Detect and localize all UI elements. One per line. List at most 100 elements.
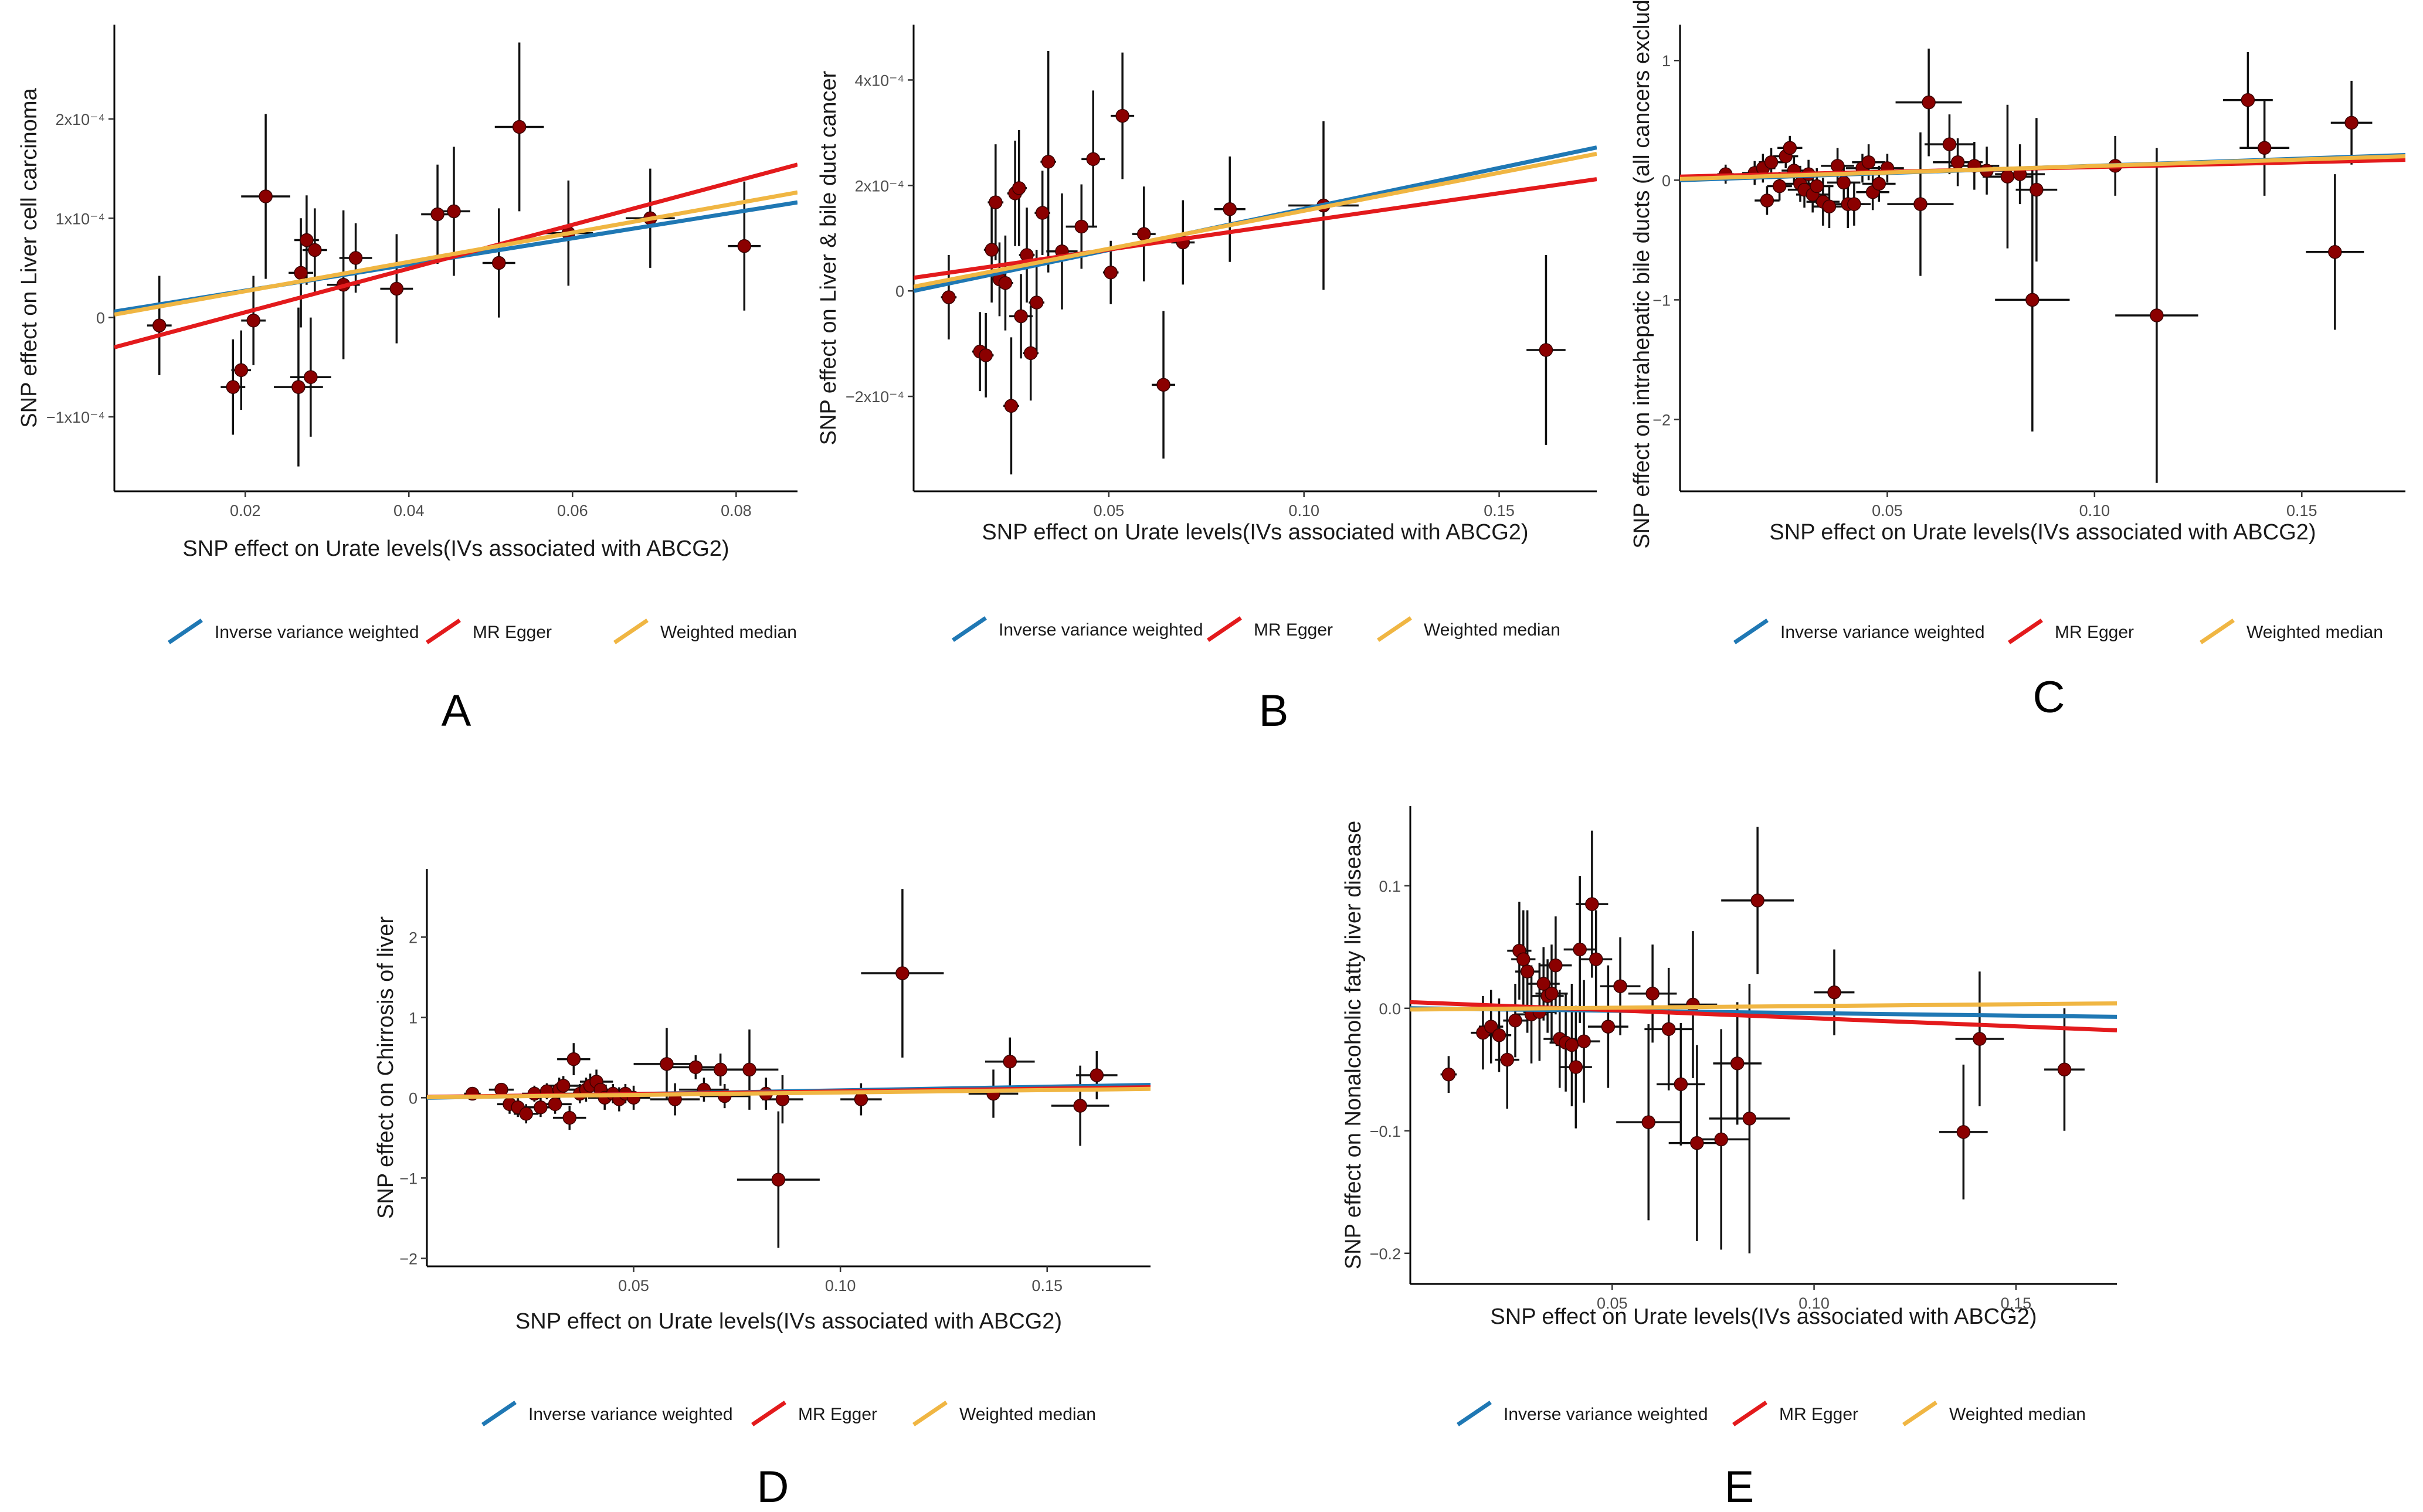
data-point [1661, 1022, 1676, 1037]
legend-label: MR Egger [1779, 1405, 1858, 1424]
legend-label: Weighted median [660, 623, 797, 642]
y-tick-label: 0.0 [1379, 1000, 1401, 1018]
egger-legend-swatch [1207, 616, 1242, 642]
data-point [737, 239, 752, 253]
x-tick-label: 0.05 [1872, 502, 1903, 519]
data-point [1156, 378, 1170, 392]
data-point [519, 1107, 533, 1121]
plot-area [114, 42, 798, 467]
legend-item-median: Weighted median [613, 619, 797, 644]
panel-label: A [442, 686, 471, 736]
data-point [1577, 1034, 1591, 1048]
y-tick-label: −0.1 [1370, 1123, 1401, 1140]
data-point [1645, 986, 1660, 1001]
data-point [989, 195, 1003, 209]
data-point [389, 281, 404, 296]
data-point [304, 370, 318, 384]
y-tick-label: 0 [409, 1089, 418, 1107]
y-tick-label: 2x10⁻⁴ [855, 177, 904, 195]
data-point [1035, 206, 1050, 220]
egger-legend-swatch [2008, 619, 2043, 644]
data-point [1730, 1056, 1745, 1071]
x-tick-label: 0.05 [618, 1277, 649, 1294]
data-point [1545, 986, 1559, 1001]
data-point [1950, 155, 1965, 169]
data-point [1223, 202, 1237, 216]
data-point [1073, 1099, 1087, 1113]
panel-label: D [757, 1462, 789, 1512]
data-point [1837, 175, 1851, 190]
x-tick-label: 0.15 [1031, 1277, 1063, 1294]
x-axis-title: SNP effect on Urate levels(IVs associate… [182, 536, 729, 561]
data-point [1772, 179, 1787, 193]
y-axis-title: SNP effect on Chirrosis of liver [374, 916, 398, 1219]
x-tick-label: 0.05 [1094, 502, 1125, 519]
data-point [226, 380, 240, 394]
y-tick-label: 4x10⁻⁴ [855, 72, 904, 89]
data-point [2328, 245, 2342, 259]
panel-label: B [1259, 686, 1289, 736]
data-point [1023, 346, 1038, 361]
data-point [259, 189, 273, 203]
data-point [246, 313, 260, 328]
egger-legend-swatch [426, 619, 461, 644]
y-tick-label: −2x10⁻⁴ [846, 388, 904, 406]
data-point [1830, 159, 1845, 173]
data-point [491, 256, 506, 270]
legend-item-egger: MR Egger [1732, 1401, 1858, 1426]
legend-item-median: Weighted median [2200, 619, 2383, 644]
data-point [1137, 227, 1151, 241]
egger-regression-line [914, 177, 1597, 280]
x-tick-label: 0.08 [721, 502, 752, 519]
legend-item-median: Weighted median [1902, 1401, 2086, 1426]
data-point [1641, 1115, 1656, 1129]
legend-item-egger: MR Egger [426, 619, 552, 644]
data-point [348, 251, 363, 265]
data-point [1074, 219, 1089, 234]
data-point [291, 380, 306, 394]
x-axis-title: SNP effect on Urate levels(IVs associate… [982, 520, 1528, 545]
x-tick-label: 0.06 [557, 502, 588, 519]
data-point [1613, 979, 1627, 993]
median-regression-line [1680, 154, 2405, 181]
legend-item-egger: MR Egger [2008, 619, 2134, 644]
data-point [742, 1062, 756, 1077]
y-tick-label: 2x10⁻⁴ [56, 111, 105, 128]
panel-c: 0.05 0.10 0.15 −2 −1 0 1 SNP effect on Urate le… [1630, 0, 2405, 722]
y-tick-label: −2 [399, 1250, 418, 1268]
legend-label: Weighted median [959, 1405, 1096, 1424]
data-point [1585, 897, 1599, 911]
x-axis-title: SNP effect on Urate levels(IVs associate… [1490, 1304, 2037, 1329]
y-tick-label: 0 [895, 283, 904, 300]
median-regression-line [114, 190, 798, 317]
data-point [1783, 141, 1797, 155]
data-point [1764, 155, 1779, 169]
legend-item-egger: MR Egger [751, 1401, 877, 1426]
data-point [1942, 137, 1957, 151]
x-tick-label: 0.10 [2079, 502, 2110, 519]
data-point [1484, 1020, 1498, 1034]
data-point [234, 363, 249, 378]
data-point [1041, 155, 1056, 169]
data-point [2025, 293, 2039, 307]
data-point [2257, 141, 2272, 155]
legend-label: Weighted median [1424, 620, 1560, 640]
plot-area [1680, 48, 2405, 483]
y-tick-label: −0.2 [1370, 1245, 1401, 1263]
data-point [1714, 1132, 1728, 1147]
ivw-legend-swatch [952, 616, 987, 642]
legend-item-ivw: Inverse variance weighted [1733, 619, 1985, 644]
data-point [1973, 1032, 1987, 1046]
legend-item-median: Weighted median [1377, 616, 1560, 642]
legend-label: Inverse variance weighted [1504, 1405, 1708, 1424]
legend-item-ivw: Inverse variance weighted [481, 1401, 733, 1426]
data-point [300, 233, 314, 247]
data-point [895, 966, 910, 980]
legend-item-egger: MR Egger [1207, 616, 1333, 642]
data-point [1508, 1013, 1522, 1028]
data-point [2241, 93, 2255, 107]
y-tick-label: 1 [409, 1009, 418, 1027]
data-point [1847, 197, 1861, 211]
y-tick-label: 1x10⁻⁴ [56, 210, 105, 227]
